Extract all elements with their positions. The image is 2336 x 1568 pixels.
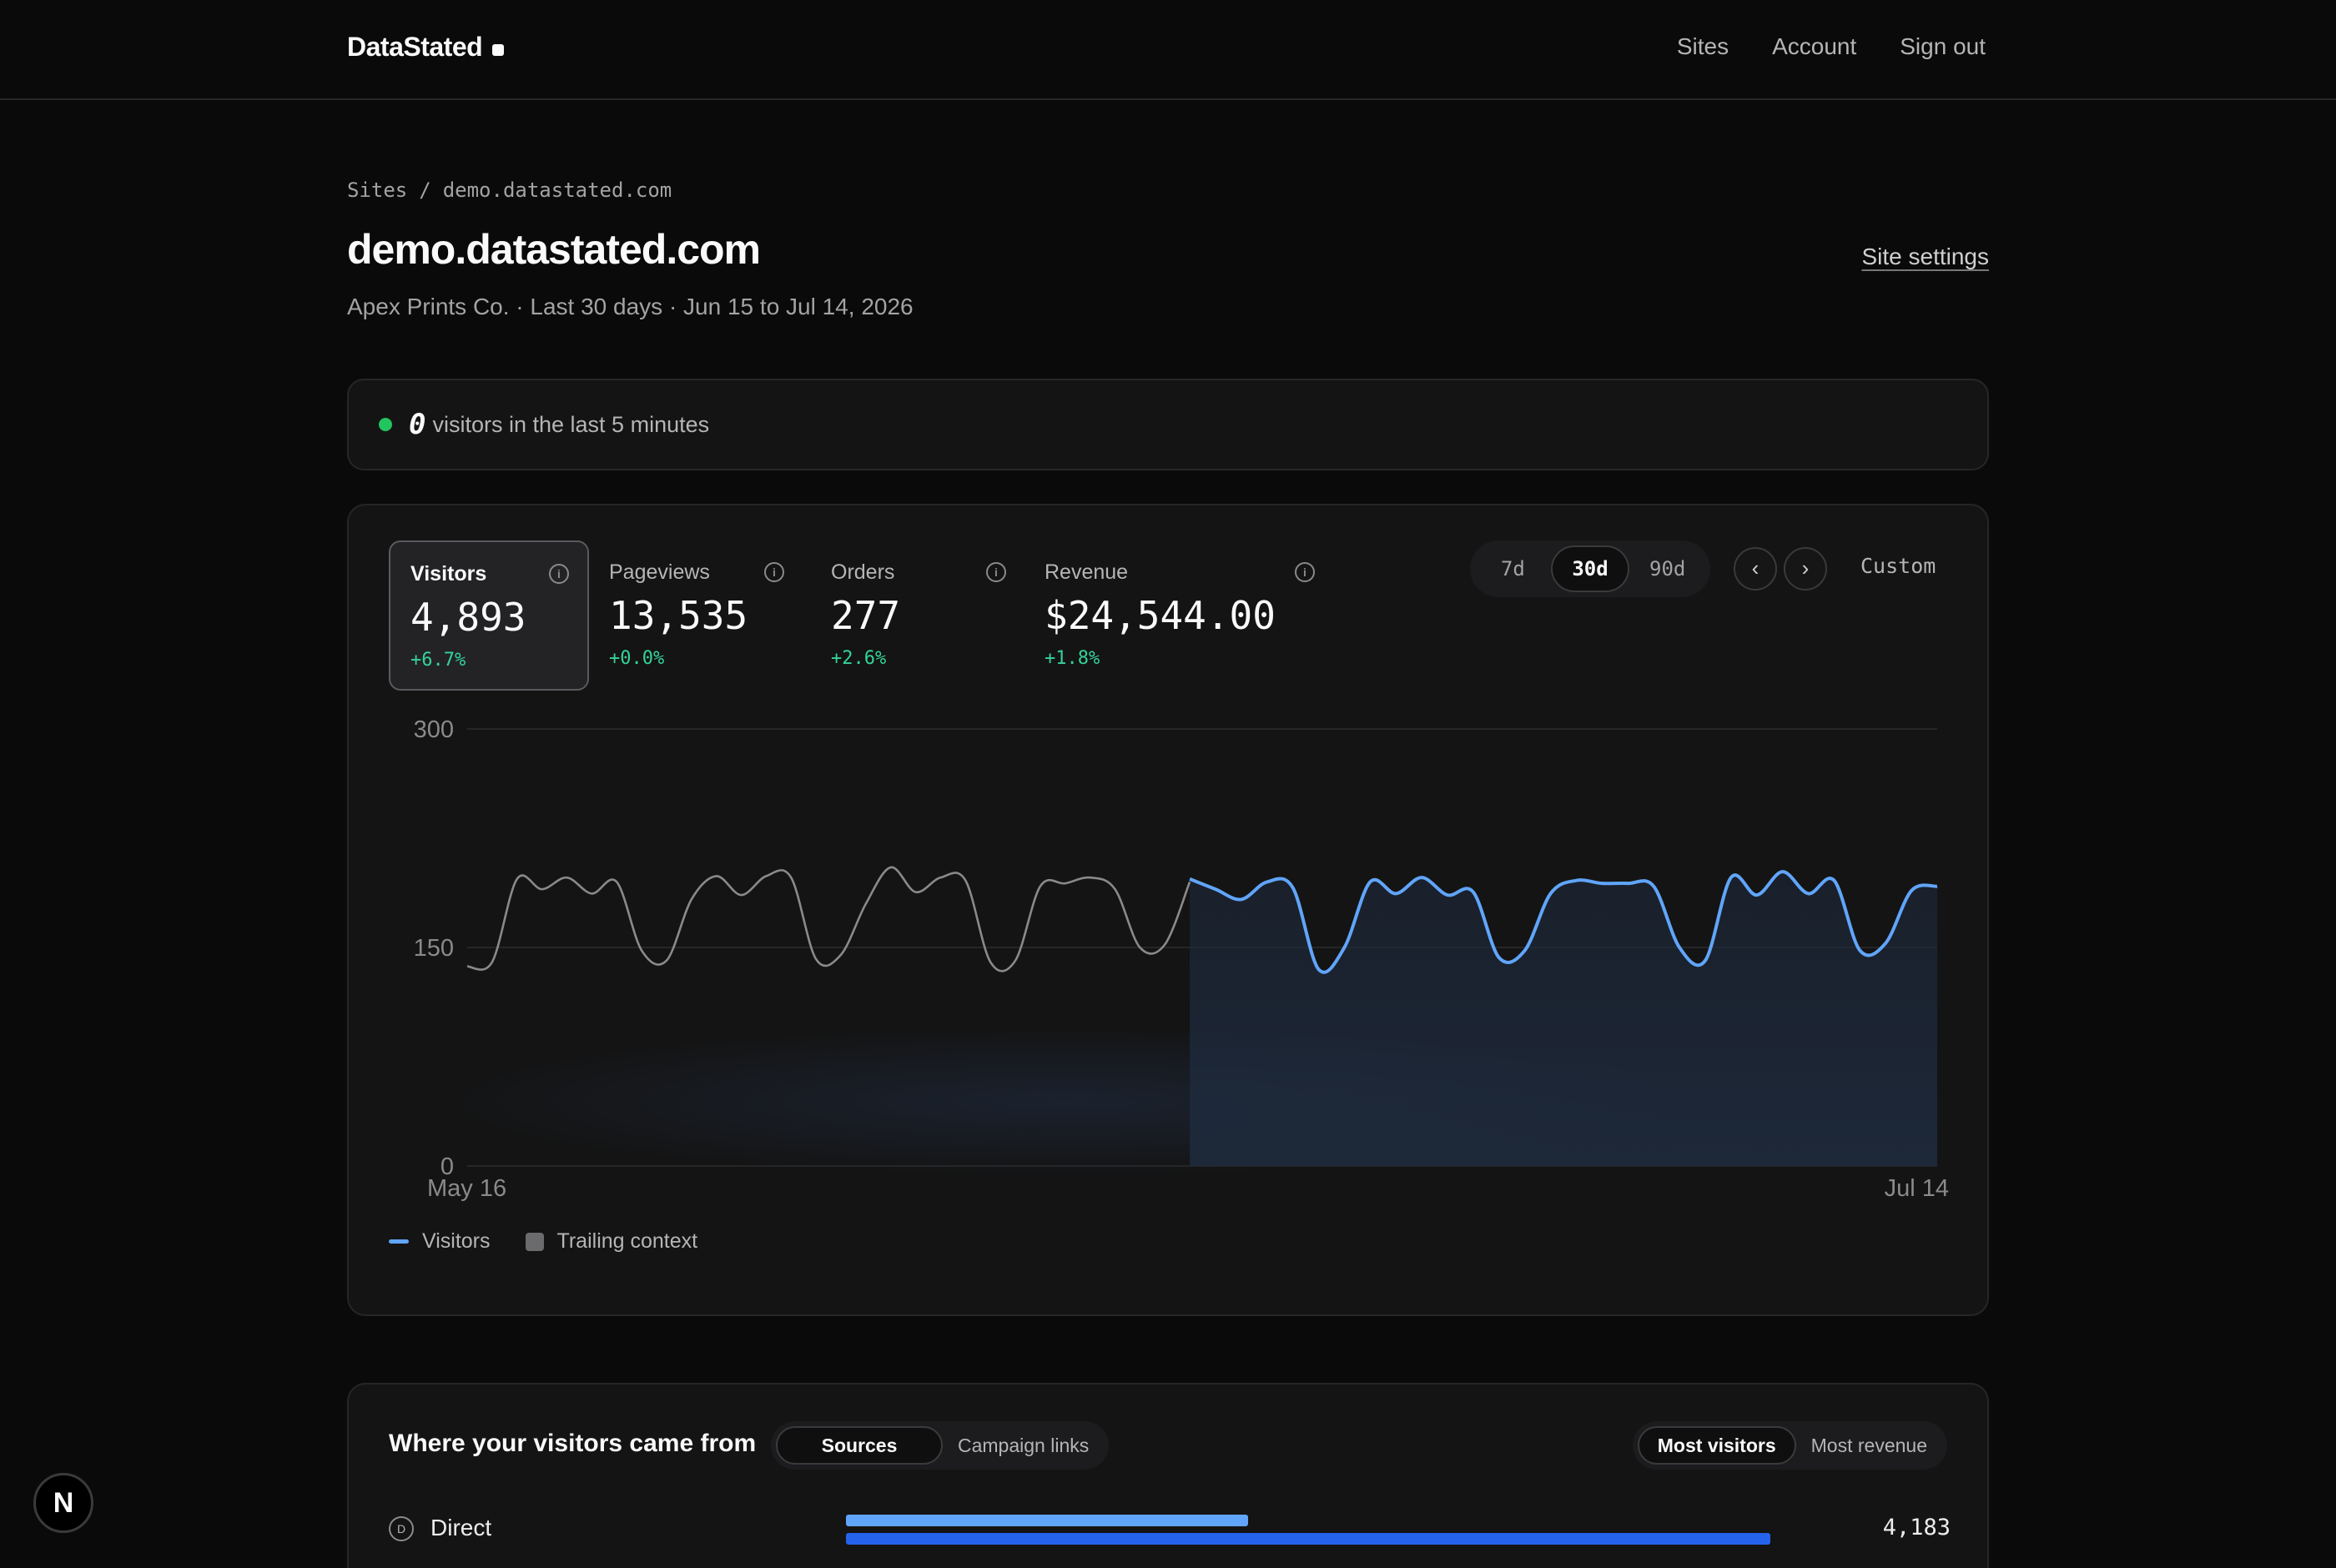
chart-panel: Visitors 4,893 +6.7% i Pageviews 13,535 … xyxy=(347,504,1989,1316)
live-status-dot-icon xyxy=(379,418,392,431)
realtime-text: visitors in the last 5 minutes xyxy=(432,411,710,437)
metric-tab-orders[interactable]: Orders 277 +2.6% i xyxy=(811,540,1025,691)
nav-link-account[interactable]: Account xyxy=(1772,33,1857,59)
site-settings-link[interactable]: Site settings xyxy=(1861,244,1989,269)
source-bar-visitors xyxy=(846,1515,1248,1526)
x-tick-label: May 16 xyxy=(427,1175,506,1202)
metric-tab-pageviews[interactable]: Pageviews 13,535 +0.0% i xyxy=(589,540,803,691)
metric-label: Revenue xyxy=(1045,560,1129,584)
nav-link-sign-out[interactable]: Sign out xyxy=(1900,33,1986,59)
sources-sort: Most visitors Most revenue xyxy=(1632,1421,1947,1470)
source-bar-total xyxy=(846,1533,1770,1545)
breadcrumb-root[interactable]: Sites xyxy=(347,178,408,202)
metric-tab-visitors[interactable]: Visitors 4,893 +6.7% i xyxy=(389,540,589,691)
y-tick-label: 300 xyxy=(414,716,454,743)
metric-delta: +6.7% xyxy=(410,650,466,671)
y-tick-label: 150 xyxy=(414,935,454,962)
info-icon[interactable]: i xyxy=(549,564,569,584)
source-value: 4,183 xyxy=(1882,1515,1951,1540)
metric-label: Pageviews xyxy=(609,560,710,584)
list-item[interactable]: D Direct 4,183 xyxy=(389,1508,1951,1550)
visitors-area xyxy=(1190,872,1937,1166)
sort-most-revenue[interactable]: Most revenue xyxy=(1810,1435,1927,1456)
metric-label: Visitors xyxy=(410,562,487,585)
y-tick-label: 0 xyxy=(441,1153,454,1180)
source-bars xyxy=(846,1515,1770,1545)
nav-link-sites[interactable]: Sites xyxy=(1676,33,1729,59)
breadcrumb-current: demo.datastated.com xyxy=(442,178,672,202)
info-icon[interactable]: i xyxy=(764,562,784,582)
metric-value: $24,544.00 xyxy=(1045,593,1276,638)
metric-value: 13,535 xyxy=(609,593,748,638)
realtime-count: 0 xyxy=(409,408,426,441)
range-30d-button[interactable]: 30d xyxy=(1550,545,1630,592)
direct-source-icon: D xyxy=(389,1516,414,1541)
brand-logo[interactable]: DataStated xyxy=(347,32,505,63)
sources-title: Where your visitors came from xyxy=(389,1430,757,1457)
legend-trailing-label: Trailing context xyxy=(556,1229,698,1253)
metric-tab-revenue[interactable]: Revenue $24,544.00 +1.8% i xyxy=(1025,540,1333,691)
realtime-panel: 0 visitors in the last 5 minutes xyxy=(347,379,1989,470)
info-icon[interactable]: i xyxy=(1295,562,1315,582)
tab-sources[interactable]: Sources xyxy=(776,1426,943,1465)
breadcrumb-separator: / xyxy=(419,178,431,202)
sources-panel: Where your visitors came from Sources Ca… xyxy=(347,1383,1989,1568)
chevron-right-icon[interactable]: › xyxy=(1784,547,1827,591)
breadcrumb: Sites / demo.datastated.com xyxy=(347,178,672,202)
top-nav: DataStated Sites Account Sign out xyxy=(0,0,2336,100)
info-icon[interactable]: i xyxy=(986,562,1006,582)
tab-campaign-links[interactable]: Campaign links xyxy=(958,1435,1090,1456)
trailing-context-line xyxy=(466,866,1191,972)
source-name: Direct xyxy=(430,1515,492,1540)
framework-badge[interactable]: N xyxy=(33,1473,93,1533)
nav-links: Sites Account Sign out xyxy=(1677,33,1986,60)
range-selector: 7d 30d 90d xyxy=(1470,540,1710,597)
visitors-line xyxy=(1189,870,1938,974)
metric-delta: +2.6% xyxy=(831,648,887,669)
brand-name: DataStated xyxy=(347,32,483,62)
legend-visitors-swatch xyxy=(389,1239,409,1244)
metric-value: 4,893 xyxy=(410,595,526,640)
metric-delta: +1.8% xyxy=(1045,648,1100,669)
sources-tabs: Sources Campaign links xyxy=(771,1421,1110,1470)
page-subtitle: Apex Prints Co. · Last 30 days · Jun 15 … xyxy=(347,294,914,319)
range-90d-button[interactable]: 90d xyxy=(1649,557,1686,580)
chevron-left-icon[interactable]: ‹ xyxy=(1734,547,1777,591)
metric-label: Orders xyxy=(831,560,895,584)
metric-delta: +0.0% xyxy=(609,648,665,669)
legend-visitors-label: Visitors xyxy=(422,1229,491,1253)
x-tick-label: Jul 14 xyxy=(1885,1175,1949,1202)
metric-value: 277 xyxy=(831,593,901,638)
range-7d-button[interactable]: 7d xyxy=(1500,557,1525,580)
chart-legend: Visitors Trailing context xyxy=(389,1229,697,1254)
sort-most-visitors[interactable]: Most visitors xyxy=(1637,1426,1796,1465)
brand-square-icon xyxy=(492,43,505,56)
page-title: demo.datastated.com xyxy=(347,226,761,273)
custom-range-button[interactable]: Custom xyxy=(1860,554,1936,578)
legend-trailing-swatch xyxy=(525,1232,544,1251)
